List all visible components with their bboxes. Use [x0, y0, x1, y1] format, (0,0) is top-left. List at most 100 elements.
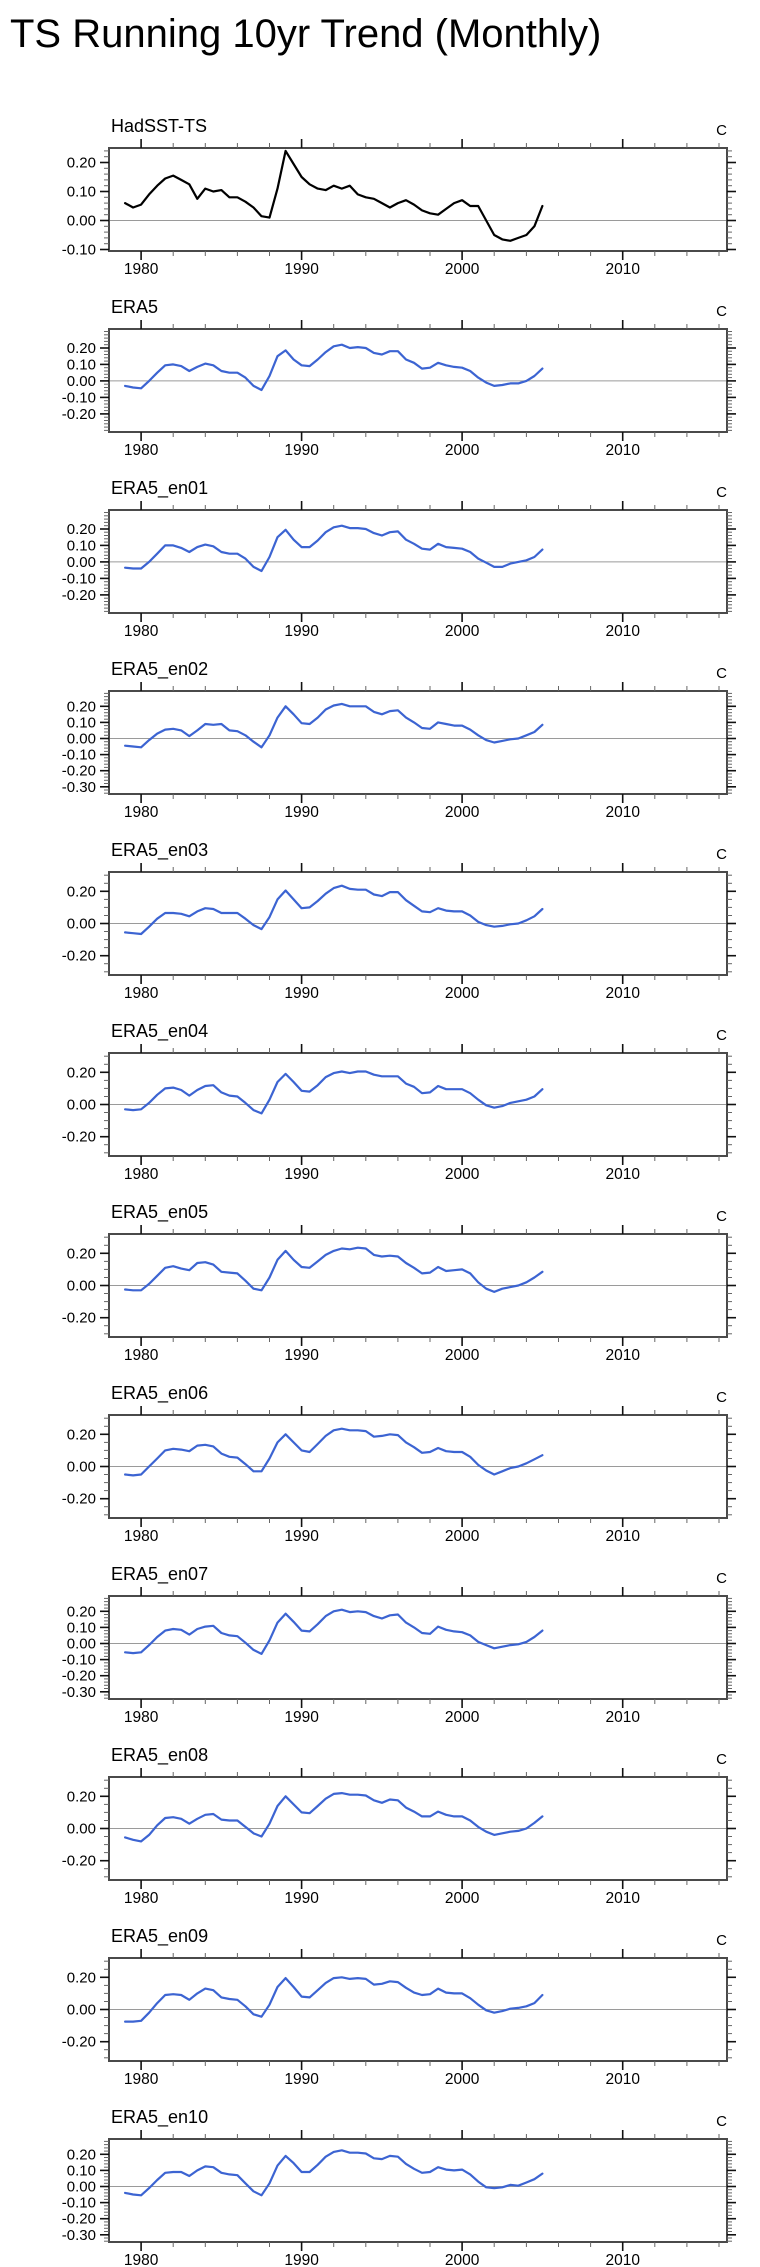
x-tick-label: 1990: [284, 442, 319, 459]
y-tick-label: -0.30: [62, 779, 96, 796]
unit-label: C: [716, 1208, 727, 1225]
y-tick-label: 0.00: [67, 916, 96, 933]
chart-panel: ERA5_en10 C 1980 1990 2000 2010 0.20 0.10 0.00…: [0, 2083, 760, 2267]
plot-area: 1980 1990 2000 2010 0.20 0.00 -0.20: [62, 1949, 736, 2088]
y-tick-label: -0.10: [62, 570, 96, 587]
plot-frame: [108, 147, 728, 252]
data-line: [123, 343, 544, 392]
y-tick-label: -0.10: [62, 2195, 96, 2212]
panel-title: ERA5_en01: [111, 478, 208, 499]
y-tick-label: -0.10: [62, 389, 96, 406]
panel-title: ERA5_en02: [111, 659, 208, 680]
x-tick-label: 2010: [605, 1890, 640, 1907]
unit-label: C: [716, 846, 727, 863]
chart-svg: ERA5_en08 C 1980 1990 2000 2010 0.20 0.00 -0.2…: [62, 1745, 736, 1907]
unit-label: C: [716, 1389, 727, 1406]
plot-area: 1980 1990 2000 2010 0.200.100.00-0.10-0.20: [62, 320, 736, 459]
x-tick-label: 1990: [284, 804, 319, 821]
chart-svg: ERA5_en05 C 1980 1990 2000 2010 0.20 0.00 -0.2…: [62, 1202, 736, 1364]
y-tick-label: 0.20: [67, 1603, 96, 1620]
panel-title: ERA5_en07: [111, 1564, 208, 1585]
panel-title: ERA5_en04: [111, 1021, 208, 1042]
y-tick-label: 0.00: [67, 1636, 96, 1653]
data-line: [123, 524, 544, 573]
x-tick-label: 1990: [284, 1709, 319, 1726]
x-tick-label: 2000: [445, 804, 480, 821]
y-tick-label: 0.20: [67, 1064, 96, 1081]
x-tick-label: 1980: [124, 985, 159, 1002]
y-tick-label: -0.20: [62, 1310, 96, 1327]
y-tick-label: 0.20: [67, 2146, 96, 2163]
plot-area: 1980 1990 2000 2010 0.20 0.00 -0.20: [62, 1044, 736, 1183]
chart-panel: ERA5 C 1980 1990 2000 2010 0.20 0.10 0.00 -0.10…: [0, 273, 760, 459]
y-tick-label: 0.00: [67, 1278, 96, 1295]
chart-panel: ERA5_en09 C 1980 1990 2000 2010 0.20 0.00 -0.2…: [0, 1902, 760, 2088]
panel-title: ERA5: [111, 297, 158, 317]
x-tick-label: 1980: [124, 1890, 159, 1907]
unit-label: C: [716, 1027, 727, 1044]
unit-label: C: [716, 122, 727, 139]
x-tick-label: 1990: [284, 1166, 319, 1183]
unit-label: C: [716, 1751, 727, 1768]
plot-frame: [108, 1595, 728, 1700]
x-tick-label: 2000: [445, 442, 480, 459]
x-tick-label: 2010: [605, 804, 640, 821]
data-line: [123, 1976, 544, 2023]
page-title: TS Running 10yr Trend (Monthly): [10, 12, 602, 56]
chart-svg: ERA5 C 1980 1990 2000 2010 0.200.100.00-0.10…: [62, 297, 736, 459]
panel-title: ERA5_en03: [111, 840, 208, 861]
data-line: [123, 1427, 544, 1477]
plot-frame: [108, 690, 728, 795]
chart-panel: ERA5_en01 C 1980 1990 2000 2010 0.20 0.10 0.00…: [0, 454, 760, 640]
unit-label: C: [716, 1932, 727, 1949]
y-tick-label: -0.20: [62, 406, 96, 423]
x-tick-label: 2000: [445, 1166, 480, 1183]
x-tick-label: 2010: [605, 2252, 640, 2267]
y-tick-label: 0.20: [67, 1969, 96, 1986]
unit-label: C: [716, 484, 727, 501]
page-header: TS Running 10yr Trend (Monthly): [0, 0, 760, 92]
y-tick-label: 0.00: [67, 554, 96, 571]
unit-label: C: [716, 1570, 727, 1587]
y-tick-label: 0.20: [67, 521, 96, 538]
chart-svg: ERA5_en10 C 1980 1990 2000 2010 0.200.100.00…: [62, 2107, 736, 2267]
y-tick-label: -0.20: [62, 763, 96, 780]
x-tick-label: 2010: [605, 2071, 640, 2088]
x-tick-label: 1990: [284, 2252, 319, 2267]
chart-panel: ERA5_en02 C 1980 1990 2000 2010 0.20 0.10 0.00…: [0, 635, 760, 821]
x-tick-label: 1980: [124, 2071, 159, 2088]
panel-title: HadSST-TS: [111, 116, 207, 136]
plot-frame: [108, 2138, 728, 2243]
data-line: [123, 1070, 544, 1115]
x-tick-label: 1980: [124, 804, 159, 821]
x-tick-label: 1980: [124, 623, 159, 640]
chart-svg: ERA5_en07 C 1980 1990 2000 2010 0.200.100.00…: [62, 1564, 736, 1726]
x-tick-label: 2010: [605, 623, 640, 640]
y-tick-label: 0.20: [67, 340, 96, 357]
chart-panel: ERA5_en05 C 1980 1990 2000 2010 0.20 0.00 -0.2…: [0, 1178, 760, 1364]
y-tick-label: 0.10: [67, 714, 96, 731]
x-tick-label: 1990: [284, 261, 319, 278]
plot-area: 1980 1990 2000 2010 0.20 0.00 -0.20: [62, 863, 736, 1002]
y-tick-label: -0.20: [62, 1853, 96, 1870]
x-tick-label: 2000: [445, 2071, 480, 2088]
y-tick-label: -0.10: [62, 242, 96, 259]
chart-panel: HadSST-TS C 1980 1990 2000 2010 0.20 0.10 0.00…: [0, 92, 760, 278]
chart-panel: ERA5_en06 C 1980 1990 2000 2010 0.20 0.00 -0.2…: [0, 1359, 760, 1545]
x-tick-label: 2000: [445, 2252, 480, 2267]
x-tick-label: 2010: [605, 1528, 640, 1545]
y-tick-label: -0.20: [62, 2211, 96, 2228]
plot-area: 1980 1990 2000 2010 0.200.100.00-0.10-0.20-0…: [62, 2130, 736, 2267]
y-tick-label: -0.20: [62, 1668, 96, 1685]
y-tick-label: 0.00: [67, 1097, 96, 1114]
x-tick-label: 2000: [445, 1347, 480, 1364]
panel-title: ERA5_en08: [111, 1745, 208, 1766]
y-tick-label: -0.20: [62, 1491, 96, 1508]
y-tick-label: 0.00: [67, 731, 96, 748]
data-line: [123, 1608, 544, 1656]
x-tick-label: 1980: [124, 442, 159, 459]
y-tick-label: -0.20: [62, 2034, 96, 2051]
y-tick-label: 0.00: [67, 1821, 96, 1838]
plot-area: 1980 1990 2000 2010 0.200.100.00-0.10-0.20: [62, 501, 736, 640]
x-tick-label: 1980: [124, 1166, 159, 1183]
